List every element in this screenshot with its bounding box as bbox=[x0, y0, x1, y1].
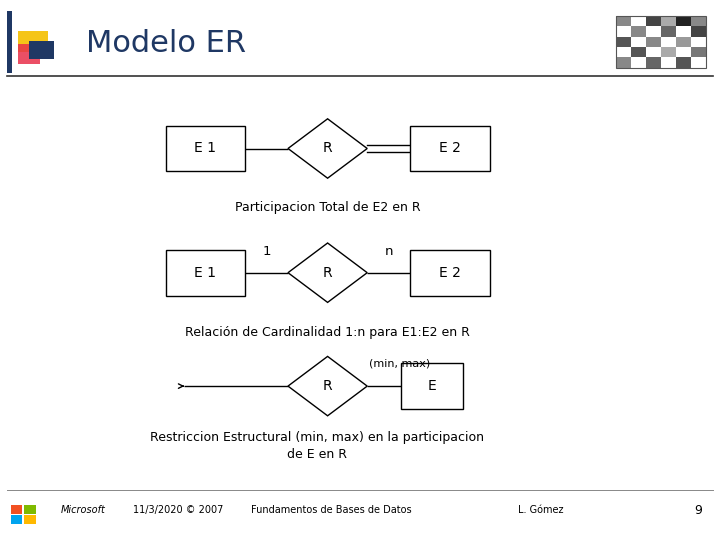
Bar bbox=[690, 26, 706, 37]
Bar bbox=[690, 37, 706, 47]
Text: Fundamentos de Bases de Datos: Fundamentos de Bases de Datos bbox=[251, 505, 412, 515]
Bar bbox=[410, 249, 490, 296]
Bar bbox=[690, 16, 706, 26]
Polygon shape bbox=[288, 356, 367, 416]
Bar bbox=[675, 57, 690, 68]
Bar bbox=[646, 26, 660, 37]
Text: Participacion Total de E2 en R: Participacion Total de E2 en R bbox=[235, 201, 420, 214]
Text: n: n bbox=[384, 245, 393, 258]
Bar bbox=[631, 37, 646, 47]
Bar bbox=[661, 47, 675, 57]
Bar bbox=[402, 363, 462, 409]
Text: (min, max): (min, max) bbox=[369, 358, 431, 368]
Bar bbox=[631, 26, 646, 37]
Text: R: R bbox=[323, 266, 333, 280]
Text: E 2: E 2 bbox=[439, 141, 461, 156]
Bar bbox=[675, 16, 690, 26]
Bar bbox=[11, 515, 22, 524]
Text: Restriccion Estructural (min, max) en la participacion
de E en R: Restriccion Estructural (min, max) en la… bbox=[150, 430, 484, 461]
Text: E 1: E 1 bbox=[194, 266, 216, 280]
Bar bbox=[7, 11, 12, 73]
Polygon shape bbox=[288, 119, 367, 178]
Bar bbox=[29, 40, 53, 59]
Bar bbox=[24, 515, 36, 524]
Bar bbox=[616, 47, 631, 57]
Text: 1: 1 bbox=[262, 245, 271, 258]
Bar bbox=[675, 26, 690, 37]
Bar bbox=[18, 44, 40, 64]
Text: E: E bbox=[428, 379, 436, 393]
Text: 11/3/2020 © 2007: 11/3/2020 © 2007 bbox=[133, 505, 224, 515]
Text: L. Gómez: L. Gómez bbox=[518, 505, 564, 515]
Bar bbox=[661, 57, 675, 68]
Bar bbox=[616, 16, 631, 26]
Bar bbox=[166, 249, 245, 296]
Bar bbox=[690, 57, 706, 68]
Text: Relación de Cardinalidad 1:n para E1:E2 en R: Relación de Cardinalidad 1:n para E1:E2 … bbox=[185, 326, 470, 339]
Polygon shape bbox=[288, 243, 367, 302]
Text: Modelo ER: Modelo ER bbox=[86, 29, 246, 58]
Text: R: R bbox=[323, 141, 333, 156]
Bar bbox=[410, 126, 490, 172]
Bar bbox=[646, 37, 660, 47]
Bar bbox=[646, 16, 660, 26]
Bar bbox=[631, 57, 646, 68]
Text: E 1: E 1 bbox=[194, 141, 216, 156]
Bar bbox=[661, 26, 675, 37]
Bar bbox=[18, 31, 48, 52]
Bar bbox=[616, 26, 631, 37]
Text: Microsoft: Microsoft bbox=[61, 505, 106, 515]
Bar bbox=[661, 37, 675, 47]
Bar bbox=[661, 16, 675, 26]
Bar bbox=[646, 57, 660, 68]
Bar bbox=[616, 37, 631, 47]
Bar bbox=[24, 505, 36, 514]
Bar bbox=[675, 37, 690, 47]
Bar bbox=[616, 16, 706, 68]
Bar bbox=[11, 505, 22, 514]
Text: 9: 9 bbox=[694, 504, 702, 517]
Bar bbox=[690, 47, 706, 57]
Bar bbox=[631, 47, 646, 57]
Bar bbox=[631, 16, 646, 26]
Bar bbox=[616, 57, 631, 68]
Bar bbox=[166, 126, 245, 172]
Bar bbox=[646, 47, 660, 57]
Text: R: R bbox=[323, 379, 333, 393]
Bar bbox=[675, 47, 690, 57]
Text: E 2: E 2 bbox=[439, 266, 461, 280]
